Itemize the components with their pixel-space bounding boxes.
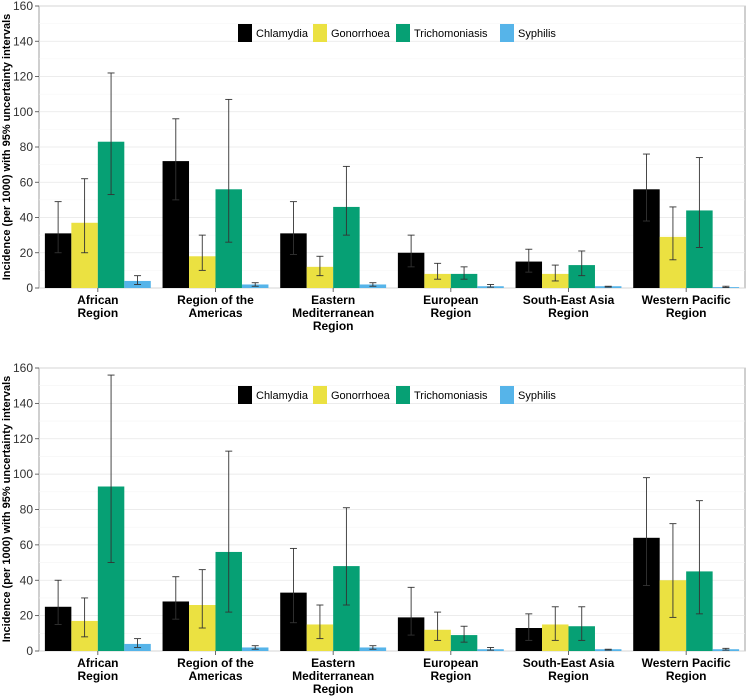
y-axis-label: Incidence (per 1000) with 95% uncertaint… — [1, 376, 13, 643]
x-category-label-line: Eastern — [311, 293, 355, 307]
legend: Chlamydia Gonorrhoea Trichomoniasis Syphili… — [238, 386, 556, 404]
x-category-label-line: African — [77, 656, 118, 670]
bar-trichomoniasis — [568, 265, 595, 288]
y-tick-label: 140 — [13, 396, 33, 410]
y-tick-label: 0 — [26, 281, 33, 295]
legend-swatch-gonorrhoea — [313, 386, 327, 404]
legend-swatch-chlamydia — [238, 386, 252, 404]
y-tick-label: 160 — [13, 0, 33, 13]
y-tick-label: 160 — [13, 361, 33, 375]
x-category-label-line: Americas — [188, 306, 242, 320]
x-category-label-line: Mediterranean — [292, 669, 374, 683]
bar-trichomoniasis — [450, 635, 478, 651]
legend-swatch-chlamydia — [238, 24, 252, 42]
x-category-label-line: European — [423, 293, 478, 307]
y-tick-label: 80 — [20, 503, 34, 517]
legend: Chlamydia Gonorrhoea Trichomoniasis Syphili… — [238, 24, 556, 42]
y-tick-label: 40 — [20, 573, 34, 587]
x-category-label-line: Region — [313, 319, 354, 333]
x-category-label-line: Region — [430, 669, 471, 683]
y-tick-label: 60 — [20, 175, 34, 189]
bar-trichomoniasis — [450, 273, 478, 288]
y-tick-label: 40 — [20, 211, 34, 225]
legend-label-syphilis: Syphilis — [518, 28, 556, 40]
y-tick-label: 120 — [13, 432, 33, 446]
x-category-label-line: Region of the — [177, 293, 254, 307]
y-tick-label: 60 — [20, 538, 34, 552]
x-category-label: Western Pacific Region — [642, 656, 731, 683]
y-tick-label: 100 — [13, 105, 33, 119]
x-category-label-line: Region — [666, 306, 707, 320]
x-category-label: European Region — [423, 293, 478, 320]
legend-swatch-gonorrhoea — [313, 24, 327, 42]
x-category-label-line: Region — [313, 682, 354, 696]
x-category-label: Western Pacific Region — [642, 293, 731, 320]
x-category-label: South-East Asia Region — [523, 656, 615, 683]
x-category-label-line: Region of the — [177, 656, 254, 670]
legend-label-syphilis: Syphilis — [518, 390, 556, 402]
x-category-label-line: Eastern — [311, 656, 355, 670]
x-category-label: Eastern Mediterranean Region — [292, 656, 374, 696]
legend-label-chlamydia: Chlamydia — [256, 28, 309, 40]
x-category-label: European Region — [423, 656, 478, 683]
legend-label-gonorrhoea: Gonorrhoea — [331, 28, 391, 40]
y-tick-label: 100 — [13, 467, 33, 481]
x-category-label: Eastern Mediterranean Region — [292, 293, 374, 333]
x-category-label-line: European — [423, 656, 478, 670]
x-category-label-line: Region — [430, 306, 471, 320]
legend-swatch-trichomoniasis — [396, 386, 410, 404]
x-category-label-line: Region — [548, 306, 589, 320]
y-tick-label: 20 — [20, 246, 34, 260]
x-category-label-line: Region — [548, 669, 589, 683]
x-category-label-line: Region — [77, 306, 118, 320]
x-category-label-line: Western Pacific — [642, 656, 731, 670]
x-category-label: African Region — [77, 293, 118, 320]
bar-gonorrhoea — [306, 266, 334, 288]
legend-label-gonorrhoea: Gonorrhoea — [331, 390, 391, 402]
x-category-label: Region of the Americas — [177, 293, 254, 320]
legend-label-trichomoniasis: Trichomoniasis — [414, 28, 488, 40]
legend-swatch-syphilis — [500, 24, 514, 42]
x-category-label-line: African — [77, 293, 118, 307]
y-tick-label: 140 — [13, 34, 33, 48]
bar-gonorrhoea — [424, 273, 451, 288]
x-category-label-line: Mediterranean — [292, 306, 374, 320]
legend-swatch-trichomoniasis — [396, 24, 410, 42]
x-category-label-line: Region — [666, 669, 707, 683]
y-tick-label: 20 — [20, 609, 34, 623]
x-category-label: South-East Asia Region — [523, 293, 615, 320]
legend-swatch-syphilis — [500, 386, 514, 404]
x-category-label: African Region — [77, 656, 118, 683]
x-category-label-line: South-East Asia — [523, 293, 615, 307]
legend-label-chlamydia: Chlamydia — [256, 390, 309, 402]
legend-label-trichomoniasis: Trichomoniasis — [414, 390, 488, 402]
x-category-label-line: South-East Asia — [523, 656, 615, 670]
x-category-label-line: Western Pacific — [642, 293, 731, 307]
y-tick-label: 120 — [13, 70, 33, 84]
y-tick-label: 80 — [20, 140, 34, 154]
y-tick-label: 0 — [26, 644, 33, 658]
y-axis-label: Incidence (per 1000) with 95% uncertaint… — [1, 14, 13, 281]
x-category-label-line: Region — [77, 669, 118, 683]
x-category-label: Region of the Americas — [177, 656, 254, 683]
x-category-label-line: Americas — [188, 669, 242, 683]
